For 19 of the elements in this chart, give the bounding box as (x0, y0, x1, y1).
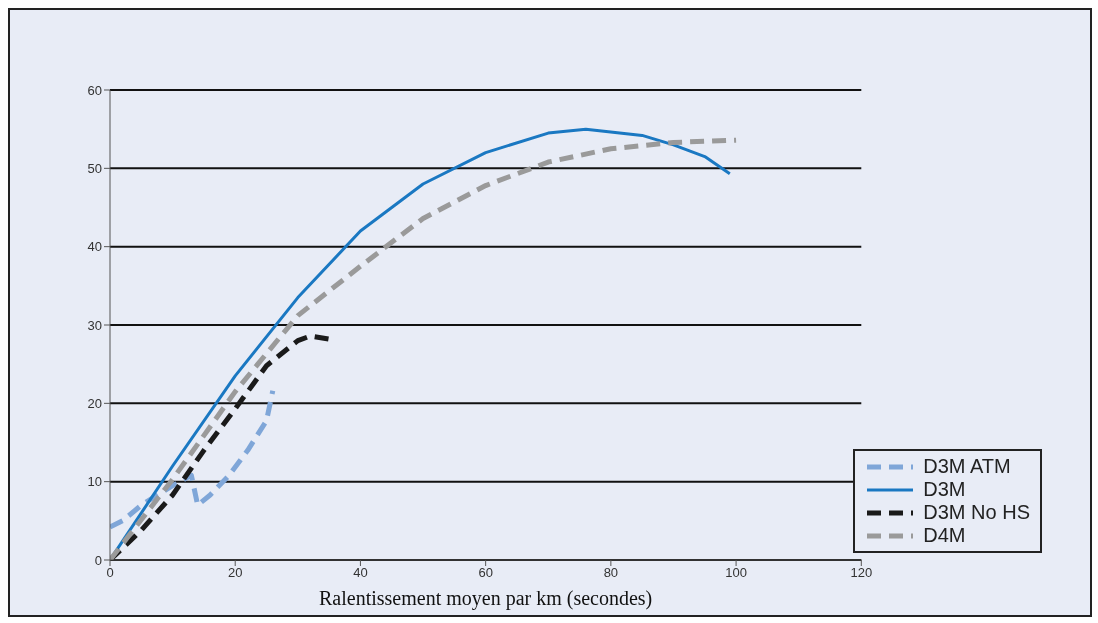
x-tick-label: 40 (353, 565, 368, 581)
y-tick-label: 20 (87, 395, 102, 411)
legend-label: D4M (923, 524, 966, 547)
legend-label: D3M ATM (923, 455, 1011, 478)
y-tick-label: 0 (94, 552, 102, 568)
x-tick-label: 80 (603, 565, 619, 581)
x-tick-label: 20 (227, 565, 243, 581)
y-tick-label: 50 (87, 160, 102, 176)
y-tick-label: 30 (87, 317, 102, 333)
x-axis-title: Ralentissement moyen par km (secondes) (319, 587, 653, 610)
legend-label: D3M No HS (923, 501, 1030, 524)
x-tick-label: 120 (850, 565, 873, 581)
y-tick-label: 40 (87, 239, 102, 255)
legend-label: D3M (923, 478, 966, 501)
y-tick-label: 60 (87, 82, 102, 98)
x-tick-label: 60 (478, 565, 493, 581)
y-tick-label: 10 (87, 474, 102, 490)
x-tick-label: 0 (106, 565, 114, 581)
x-tick-label: 100 (725, 565, 747, 581)
